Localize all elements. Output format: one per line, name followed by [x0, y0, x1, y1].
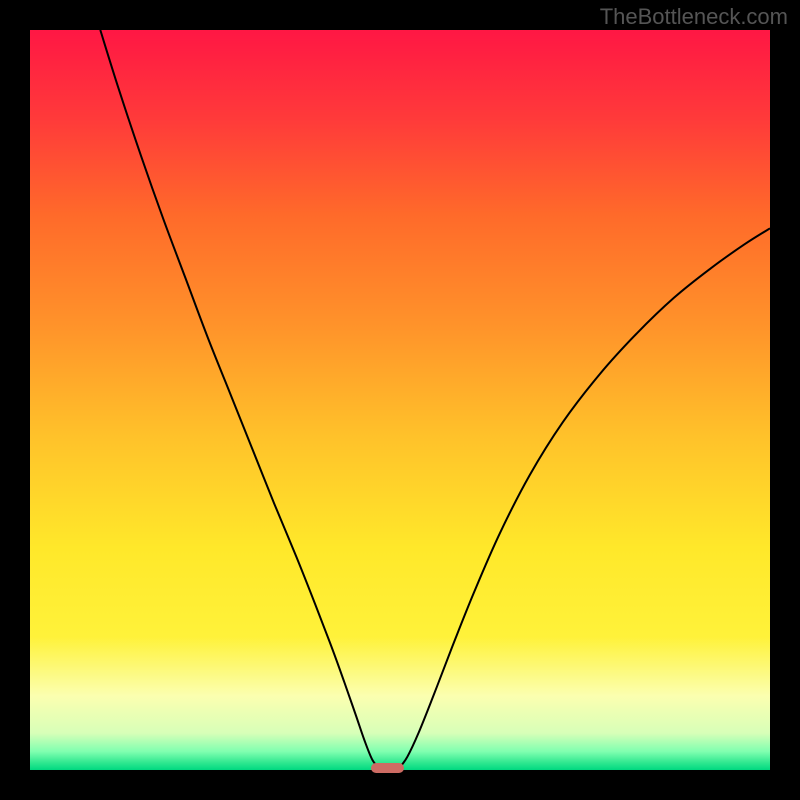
bottleneck-curve [30, 30, 770, 770]
watermark-text: TheBottleneck.com [600, 4, 788, 30]
curve-left [100, 30, 378, 767]
curve-right [400, 228, 770, 767]
chart-area [30, 30, 770, 770]
bottleneck-marker [371, 763, 404, 773]
